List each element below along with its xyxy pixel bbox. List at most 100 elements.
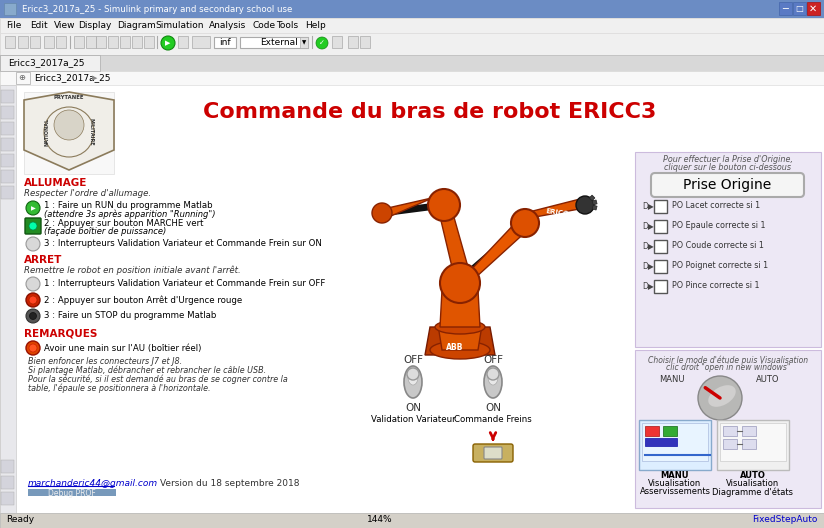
Text: Diagram: Diagram: [117, 21, 156, 30]
Bar: [120, 36, 130, 48]
Circle shape: [428, 189, 460, 221]
Bar: [108, 36, 118, 48]
Bar: [16, 72, 30, 84]
Text: (attendre 3s après apparition "Running"): (attendre 3s après apparition "Running"): [44, 209, 216, 219]
Bar: [144, 36, 154, 48]
Bar: [793, 2, 806, 15]
Bar: [0, 0, 824, 18]
Text: PO Epaule correcte si 1: PO Epaule correcte si 1: [672, 222, 765, 231]
Bar: [24, 92, 114, 174]
Text: Ready: Ready: [6, 515, 34, 524]
Bar: [0, 33, 824, 55]
Bar: [1, 106, 14, 119]
Text: MANU: MANU: [659, 375, 685, 384]
Text: Debug PROF: Debug PROF: [48, 488, 96, 497]
Text: marchanderic44@gmail.com: marchanderic44@gmail.com: [28, 478, 158, 487]
Bar: [1, 90, 14, 103]
Text: PO Lacet correcte si 1: PO Lacet correcte si 1: [672, 202, 760, 211]
Polygon shape: [24, 92, 114, 170]
Text: Prise Origine: Prise Origine: [683, 178, 771, 192]
Text: D▶: D▶: [642, 281, 653, 290]
Text: Tools: Tools: [276, 21, 298, 30]
Bar: [742, 426, 756, 436]
Text: ✓: ✓: [319, 40, 325, 46]
Ellipse shape: [709, 385, 736, 407]
Text: Ericc3_2017a_25: Ericc3_2017a_25: [34, 73, 110, 82]
Text: ▶: ▶: [92, 75, 97, 81]
Text: PO Poignet correcte si 1: PO Poignet correcte si 1: [672, 261, 768, 270]
Polygon shape: [589, 195, 595, 201]
Bar: [742, 439, 756, 449]
Bar: [44, 36, 54, 48]
Text: ABB: ABB: [447, 343, 464, 352]
Polygon shape: [592, 205, 597, 210]
Bar: [86, 36, 96, 48]
Text: 2 : Appuyer sur bouton MARCHE vert: 2 : Appuyer sur bouton MARCHE vert: [44, 219, 204, 228]
Bar: [717, 420, 789, 470]
Bar: [0, 18, 824, 33]
Bar: [645, 426, 659, 436]
Text: D▶: D▶: [642, 222, 653, 231]
Bar: [635, 152, 821, 347]
Circle shape: [26, 309, 40, 323]
Circle shape: [576, 196, 594, 214]
Bar: [332, 36, 342, 48]
Ellipse shape: [488, 369, 498, 385]
Bar: [5, 36, 15, 48]
Text: ▶: ▶: [166, 41, 171, 46]
Text: Choisir le mode d'étude puis Visualisation: Choisir le mode d'étude puis Visualisati…: [648, 355, 808, 365]
Circle shape: [487, 368, 499, 380]
Bar: [654, 200, 667, 213]
Text: Display: Display: [78, 21, 112, 30]
Bar: [1, 122, 14, 135]
Bar: [1, 476, 14, 489]
Circle shape: [372, 203, 392, 223]
Circle shape: [29, 222, 37, 230]
Text: Help: Help: [306, 21, 326, 30]
Text: □: □: [795, 5, 803, 14]
Bar: [1, 170, 14, 183]
Text: Visualisation: Visualisation: [727, 479, 780, 488]
Text: ALLUMAGE: ALLUMAGE: [24, 178, 87, 188]
Text: Ericc3_2017a_25: Ericc3_2017a_25: [8, 59, 85, 68]
Bar: [723, 426, 737, 436]
Bar: [0, 55, 824, 71]
Text: Commande Freins: Commande Freins: [454, 416, 531, 425]
Text: MANU: MANU: [661, 472, 689, 480]
Text: Bien enfoncer les connecteurs J7 et J8.: Bien enfoncer les connecteurs J7 et J8.: [28, 356, 182, 365]
Ellipse shape: [430, 341, 490, 359]
Bar: [779, 2, 792, 15]
Bar: [635, 350, 821, 508]
Text: D▶: D▶: [642, 202, 653, 211]
FancyBboxPatch shape: [25, 218, 41, 234]
Ellipse shape: [435, 320, 485, 334]
Bar: [645, 438, 677, 446]
Text: (façade boîtier de puissance): (façade boîtier de puissance): [44, 228, 166, 237]
Circle shape: [407, 368, 419, 380]
Bar: [807, 2, 820, 15]
Text: ─: ─: [782, 4, 788, 14]
Text: Simulation: Simulation: [156, 21, 204, 30]
Bar: [720, 423, 786, 461]
Text: Diagramme d'états: Diagramme d'états: [713, 487, 794, 497]
Circle shape: [26, 341, 40, 355]
Circle shape: [29, 344, 37, 352]
Circle shape: [511, 209, 539, 237]
Text: OFF: OFF: [483, 355, 503, 365]
Text: File: File: [6, 21, 21, 30]
Ellipse shape: [408, 369, 418, 385]
Bar: [348, 36, 358, 48]
Text: PO Pince correcte si 1: PO Pince correcte si 1: [672, 281, 760, 290]
Text: View: View: [54, 21, 76, 30]
Text: PRYTANÉE: PRYTANÉE: [54, 95, 84, 100]
Text: NATIONAL: NATIONAL: [44, 118, 49, 146]
Circle shape: [26, 293, 40, 307]
Bar: [1, 154, 14, 167]
Text: FixedStepAuto: FixedStepAuto: [752, 515, 818, 524]
Bar: [178, 36, 188, 48]
Text: Analysis: Analysis: [208, 21, 246, 30]
Text: ▼: ▼: [302, 40, 307, 45]
Text: ERICC-3: ERICC-3: [545, 208, 576, 218]
Bar: [56, 36, 66, 48]
Ellipse shape: [404, 366, 422, 398]
